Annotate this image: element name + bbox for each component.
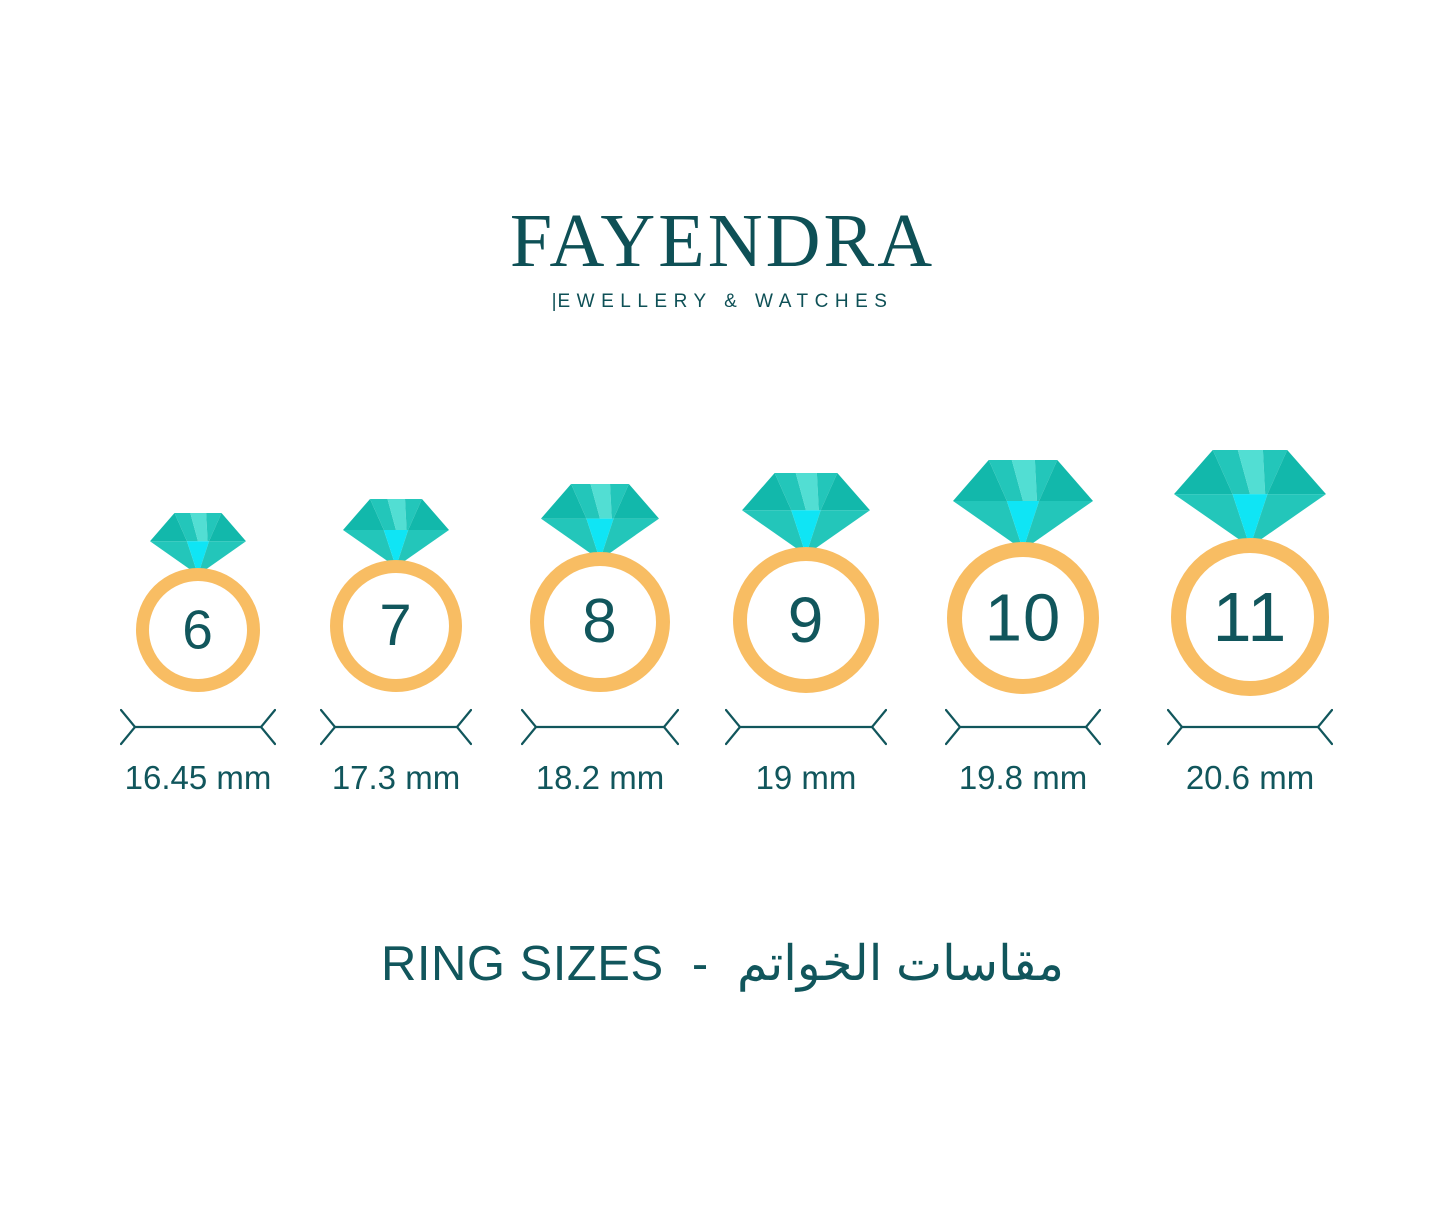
ring-size-number: 6: [182, 598, 214, 661]
brand-name: FAYENDRA: [509, 199, 936, 283]
brand-tagline-text: EWELLERY & WATCHES: [557, 291, 894, 313]
dimension-label: 20.6 mm: [1185, 759, 1315, 796]
diamond-gem-icon: [541, 484, 659, 560]
dimension-item: 18.2 mm: [460, 706, 740, 796]
ring-band-icon: 10: [947, 542, 1099, 694]
brand-tagline: |EWELLERY & WATCHES: [0, 291, 1445, 313]
ring-size-number: 11: [1212, 578, 1288, 656]
dimension-item: 16.45 mm: [58, 706, 338, 796]
page-title-en: RING SIZES: [380, 937, 664, 991]
ring-band-icon: 9: [733, 547, 879, 693]
dimension-label: 17.3 mm: [331, 759, 461, 796]
dimension-item: 17.3 mm: [256, 706, 536, 796]
ring-size-number: 7: [379, 593, 413, 658]
dimension-item: 19 mm: [666, 706, 946, 796]
ring-band-icon: 7: [330, 560, 462, 692]
ring-size-number: 8: [582, 587, 618, 656]
ring-size-item[interactable]: 7: [286, 440, 506, 740]
dimension-item: 20.6 mm: [1110, 706, 1390, 796]
ring-illustrations-row: 6 7 8 9 10 11: [0, 440, 1445, 740]
dimension-label: 18.2 mm: [535, 759, 665, 796]
ring-band-icon: 11: [1171, 538, 1329, 696]
ring-size-item[interactable]: 6: [88, 440, 308, 740]
dimension-label: 16.45 mm: [124, 759, 272, 796]
diamond-gem-icon: [953, 460, 1093, 550]
ring-size-number: 10: [984, 580, 1062, 656]
diamond-gem-icon: [150, 513, 246, 575]
dimension-arrow-icon: [460, 706, 740, 748]
ring-size-item[interactable]: 8: [490, 440, 710, 740]
ring-size-number: 9: [787, 584, 825, 656]
brand-tagline-bar: |: [551, 291, 558, 313]
dimension-label: 19 mm: [755, 759, 857, 796]
dimension-arrow-icon: [256, 706, 536, 748]
dimension-arrow-icon: [883, 706, 1163, 748]
diamond-gem-icon: [742, 473, 870, 555]
dimension-arrow-icon: [666, 706, 946, 748]
diamond-gem-icon: [1174, 450, 1326, 547]
ring-size-item[interactable]: 9: [696, 440, 916, 740]
brand-logo: FAYENDRA |EWELLERY & WATCHES: [0, 199, 1445, 313]
dimension-arrow-icon: [1110, 706, 1390, 748]
dimension-label: 19.8 mm: [958, 759, 1088, 796]
dimension-item: 19.8 mm: [883, 706, 1163, 796]
page-title: RING SIZES - مقاسات الخواتم: [0, 935, 1445, 992]
ring-band-icon: 6: [136, 568, 260, 692]
dimension-row: 16.45 mm 17.3 mm 18.2 mm 19 mm 19.8 mm 20.6 m…: [0, 706, 1445, 816]
diamond-gem-icon: [343, 499, 449, 567]
ring-band-icon: 8: [530, 552, 670, 692]
ring-size-item[interactable]: 11: [1140, 440, 1360, 740]
page-title-ar: مقاسات الخواتم: [736, 937, 1065, 991]
ring-size-item[interactable]: 10: [913, 440, 1133, 740]
dimension-arrow-icon: [58, 706, 338, 748]
page-title-separator: -: [691, 937, 709, 991]
